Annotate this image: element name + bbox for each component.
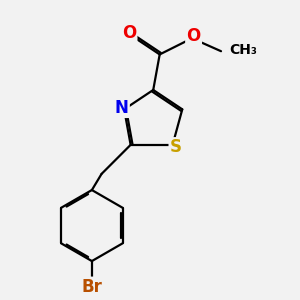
Text: S: S [170, 138, 182, 156]
Text: Br: Br [81, 278, 102, 296]
Text: O: O [187, 27, 201, 45]
Text: N: N [115, 99, 128, 117]
Text: O: O [122, 24, 136, 42]
Text: CH₃: CH₃ [229, 43, 257, 57]
